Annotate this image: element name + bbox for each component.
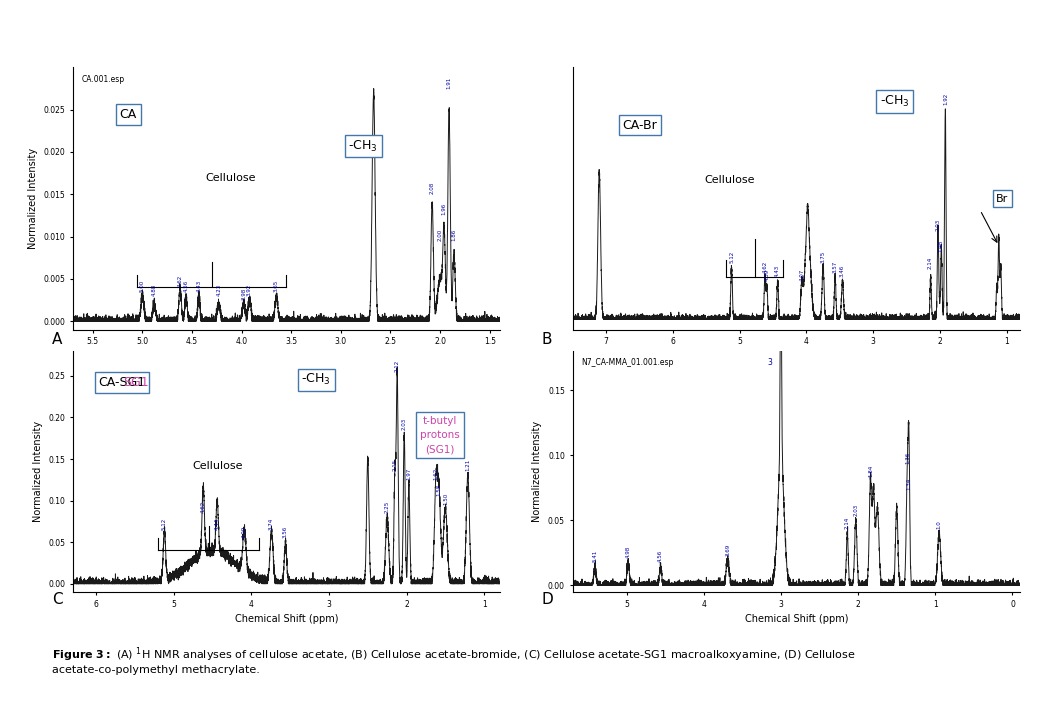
Text: 3: 3 [767, 358, 772, 367]
Text: 4.62: 4.62 [178, 275, 182, 287]
Y-axis label: Normalized Intensity: Normalized Intensity [532, 421, 542, 522]
Text: 4.56: 4.56 [183, 279, 188, 291]
Text: N7_CA-MMA_01.001.esp: N7_CA-MMA_01.001.esp [582, 358, 674, 367]
Text: 1.92: 1.92 [943, 93, 948, 105]
Text: CA: CA [120, 108, 137, 121]
Text: 1.86: 1.86 [452, 228, 457, 241]
Text: 3.56: 3.56 [283, 526, 288, 538]
Text: A: A [52, 332, 62, 347]
Text: CA-SG1: CA-SG1 [99, 376, 146, 389]
Text: -CH$_3$: -CH$_3$ [349, 138, 378, 154]
Text: 4.09: 4.09 [242, 526, 247, 538]
Text: 4.62: 4.62 [201, 501, 206, 513]
X-axis label: Chemical Shift (ppm): Chemical Shift (ppm) [234, 352, 338, 362]
Text: CA-Br: CA-Br [623, 118, 657, 132]
Text: 5.12: 5.12 [162, 518, 167, 530]
Text: Cellulose: Cellulose [704, 175, 755, 186]
Text: 1.36: 1.36 [905, 452, 910, 464]
Text: 2.25: 2.25 [385, 501, 389, 513]
Text: 4.56: 4.56 [658, 549, 663, 562]
Text: 3.74: 3.74 [269, 518, 274, 530]
Text: Br: Br [996, 194, 1009, 203]
Text: -CH$_3$: -CH$_3$ [301, 372, 331, 387]
Text: 2.12: 2.12 [395, 359, 400, 372]
Text: C: C [52, 592, 62, 607]
Text: 2.14: 2.14 [929, 257, 933, 269]
Text: 1.21: 1.21 [465, 459, 471, 471]
Text: 4.44: 4.44 [214, 518, 220, 530]
Text: 5.41: 5.41 [592, 549, 598, 562]
Text: 1.34: 1.34 [907, 478, 912, 491]
Text: CA.001.esp: CA.001.esp [81, 75, 125, 84]
Y-axis label: Normalized Intensity: Normalized Intensity [28, 148, 37, 249]
Text: 2.15: 2.15 [392, 459, 398, 471]
Text: 5.12: 5.12 [729, 250, 734, 262]
Text: 2.03: 2.03 [402, 418, 407, 430]
Text: 4.23: 4.23 [217, 284, 222, 296]
Text: 2.00: 2.00 [437, 228, 442, 241]
Text: 1.0: 1.0 [937, 520, 942, 530]
X-axis label: Chemical Shift (ppm): Chemical Shift (ppm) [234, 614, 338, 624]
Y-axis label: Normalized Intensity: Normalized Intensity [32, 421, 43, 522]
Text: D: D [541, 592, 553, 607]
Text: 4.43: 4.43 [776, 265, 780, 277]
X-axis label: Chemical Shift (ppm): Chemical Shift (ppm) [744, 352, 848, 362]
Text: 1.96: 1.96 [441, 203, 447, 216]
Text: 1.84: 1.84 [868, 465, 873, 477]
Text: 3.98: 3.98 [242, 288, 246, 300]
Text: B: B [541, 332, 552, 347]
Text: Cellulose: Cellulose [193, 462, 244, 471]
X-axis label: Chemical Shift (ppm): Chemical Shift (ppm) [744, 614, 848, 624]
Text: SG1: SG1 [123, 376, 149, 389]
Text: 1.58: 1.58 [436, 484, 441, 496]
Text: 1.62: 1.62 [433, 467, 438, 480]
Text: 1.50: 1.50 [442, 493, 448, 505]
Text: 4.43: 4.43 [197, 279, 201, 291]
Text: $\bf{Figure\ 3:}$ (A) $^1$H NMR analyses of cellulose acetate, (B) Cellulose ace: $\bf{Figure\ 3:}$ (A) $^1$H NMR analyses… [52, 645, 856, 676]
Text: 4.98: 4.98 [626, 546, 631, 558]
Text: 4.88: 4.88 [152, 284, 157, 296]
Text: 1.97: 1.97 [406, 467, 411, 480]
Text: 2.14: 2.14 [845, 518, 849, 530]
Text: 4.07: 4.07 [799, 269, 805, 281]
Text: 2.03: 2.03 [854, 504, 858, 516]
Text: 3.65: 3.65 [274, 279, 279, 291]
Text: 3.69: 3.69 [726, 543, 730, 556]
Text: 3.75: 3.75 [820, 250, 826, 262]
Text: 3.92: 3.92 [247, 284, 252, 296]
Text: 4.62: 4.62 [762, 261, 767, 273]
Text: 2.08: 2.08 [430, 182, 435, 194]
Text: 1.91: 1.91 [447, 77, 452, 89]
Text: t-butyl
protons
(SG1): t-butyl protons (SG1) [421, 416, 460, 454]
Text: 1.98: 1.98 [939, 240, 944, 252]
Text: -CH$_3$: -CH$_3$ [880, 94, 910, 109]
Text: 4.59: 4.59 [764, 269, 769, 281]
Text: 3.46: 3.46 [840, 265, 845, 277]
Text: 3.57: 3.57 [833, 261, 838, 273]
Text: 5.00: 5.00 [139, 279, 145, 291]
Text: 2.03: 2.03 [936, 219, 940, 231]
Text: Cellulose: Cellulose [205, 173, 256, 183]
